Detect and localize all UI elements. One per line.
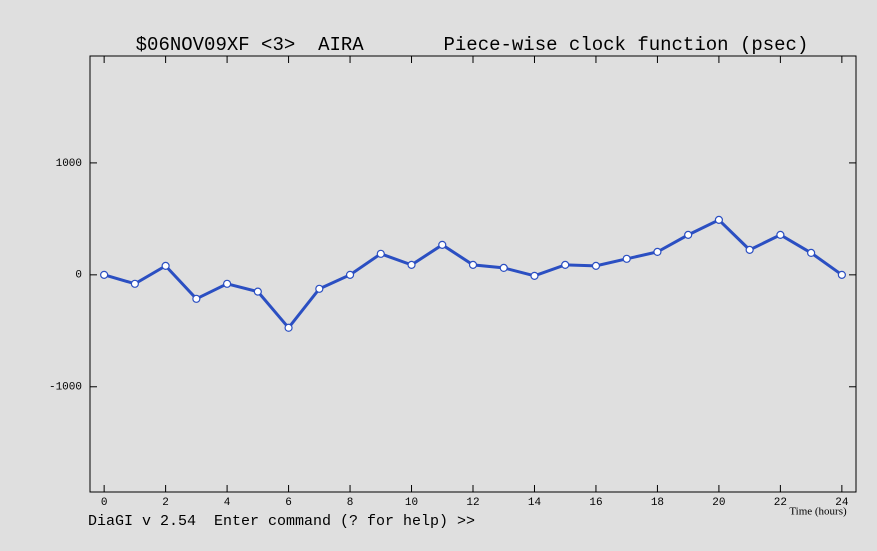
data-point [776,230,785,239]
data-point [530,271,539,280]
data-point [622,254,631,263]
x-tick-label: 18 [651,497,664,509]
x-tick-label: 6 [285,497,292,509]
data-point [100,270,109,279]
x-tick-label: 24 [835,497,849,509]
data-point [407,260,416,269]
data-point [807,248,816,257]
x-tick-label: 20 [712,497,725,509]
data-point [653,247,662,256]
data-point [253,287,262,296]
data-point [468,260,478,269]
data-point [714,215,724,224]
data-point [222,279,232,288]
data-point [161,261,170,270]
command-prompt[interactable]: DiaGI v 2.54 Enter command (? for help) … [88,513,475,530]
data-point [745,245,754,254]
data-point [591,261,601,270]
x-tick-label: 2 [162,497,169,509]
x-tick-label: 0 [101,497,108,509]
data-point [284,323,293,332]
data-point [438,240,447,249]
data-point [315,284,324,293]
data-point [130,279,139,288]
data-point [345,270,355,279]
data-point [684,230,693,239]
x-tick-label: 16 [589,497,602,509]
data-point [192,294,201,303]
x-tick-label: 10 [405,497,418,509]
y-tick-label: 1000 [56,158,82,170]
data-point [376,249,385,258]
chart-title: $06NOV09XF <3> AIRA Piece-wise clock fun… [136,34,809,56]
x-tick-label: 8 [347,497,354,509]
x-tick-label: 14 [528,497,542,509]
x-tick-label: 22 [774,497,787,509]
data-point [837,270,846,279]
data-point [561,260,570,269]
x-axis-label: Time (hours) [789,506,847,518]
x-tick-label: 4 [224,497,231,509]
x-tick-label: 12 [466,497,479,509]
data-point [499,263,508,272]
y-tick-label: 0 [75,270,82,282]
y-tick-label: -1000 [49,382,82,394]
